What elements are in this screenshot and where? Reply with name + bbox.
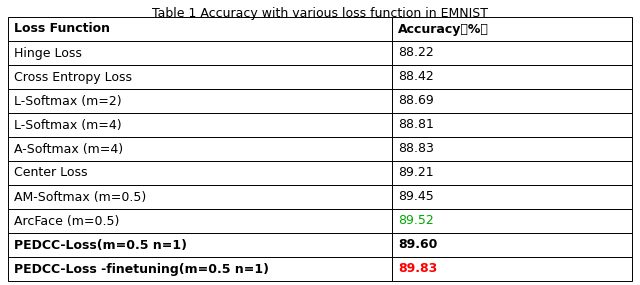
Bar bbox=[8, 41, 392, 65]
Bar bbox=[392, 41, 632, 65]
Text: L-Softmax (m=2): L-Softmax (m=2) bbox=[14, 95, 122, 107]
Bar bbox=[392, 209, 632, 233]
Bar bbox=[392, 89, 632, 113]
Text: L-Softmax (m=4): L-Softmax (m=4) bbox=[14, 119, 122, 131]
Text: 88.22: 88.22 bbox=[398, 46, 433, 60]
Text: 88.83: 88.83 bbox=[398, 142, 434, 156]
Bar bbox=[8, 233, 392, 257]
Bar bbox=[392, 65, 632, 89]
Bar bbox=[8, 113, 392, 137]
Text: 88.42: 88.42 bbox=[398, 70, 433, 84]
Bar bbox=[8, 137, 392, 161]
Text: 89.21: 89.21 bbox=[398, 166, 433, 180]
Bar bbox=[392, 137, 632, 161]
Bar bbox=[392, 161, 632, 185]
Text: PEDCC-Loss -finetuning(m=0.5 n=1): PEDCC-Loss -finetuning(m=0.5 n=1) bbox=[14, 262, 269, 276]
Bar bbox=[8, 185, 392, 209]
Bar bbox=[8, 65, 392, 89]
Text: Table 1 Accuracy with various loss function in EMNIST: Table 1 Accuracy with various loss funct… bbox=[152, 7, 488, 20]
Bar bbox=[8, 89, 392, 113]
Text: 89.45: 89.45 bbox=[398, 190, 433, 203]
Text: 89.52: 89.52 bbox=[398, 215, 433, 227]
Text: 88.81: 88.81 bbox=[398, 119, 434, 131]
Bar bbox=[392, 113, 632, 137]
Text: Center Loss: Center Loss bbox=[14, 166, 88, 180]
Bar bbox=[8, 161, 392, 185]
Bar bbox=[392, 233, 632, 257]
Text: Cross Entropy Loss: Cross Entropy Loss bbox=[14, 70, 132, 84]
Text: Hinge Loss: Hinge Loss bbox=[14, 46, 82, 60]
Text: 89.60: 89.60 bbox=[398, 239, 437, 251]
Bar bbox=[8, 257, 392, 281]
Text: PEDCC-Loss(m=0.5 n=1): PEDCC-Loss(m=0.5 n=1) bbox=[14, 239, 187, 251]
Text: AM-Softmax (m=0.5): AM-Softmax (m=0.5) bbox=[14, 190, 147, 203]
Bar bbox=[392, 185, 632, 209]
Text: A-Softmax (m=4): A-Softmax (m=4) bbox=[14, 142, 123, 156]
Bar bbox=[8, 209, 392, 233]
Text: Accuracy（%）: Accuracy（%） bbox=[398, 23, 488, 36]
Bar bbox=[392, 257, 632, 281]
Text: Loss Function: Loss Function bbox=[14, 23, 110, 36]
Text: 89.83: 89.83 bbox=[398, 262, 437, 276]
Bar bbox=[8, 17, 392, 41]
Bar bbox=[392, 17, 632, 41]
Text: 88.69: 88.69 bbox=[398, 95, 433, 107]
Text: ArcFace (m=0.5): ArcFace (m=0.5) bbox=[14, 215, 120, 227]
